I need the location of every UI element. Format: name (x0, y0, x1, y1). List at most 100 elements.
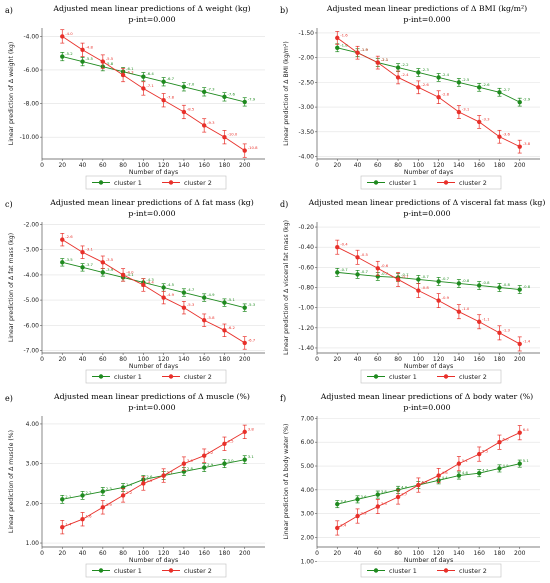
panel-letter: f) (280, 394, 286, 403)
panel-letter: d) (280, 200, 288, 209)
data-point (141, 481, 146, 486)
y-axis-label: Linear prediction of Δ fat mass (kg) (8, 233, 15, 342)
data-label: 2.4 (126, 482, 133, 487)
x-tick-label: 80 (394, 550, 402, 557)
x-tick-label: 0 (40, 550, 44, 557)
data-label: -4.3 (146, 277, 154, 282)
data-point (201, 318, 207, 323)
x-tick-label: 20 (333, 550, 341, 557)
y-tick-label: 7.00 (301, 415, 315, 422)
data-label: -0.7 (340, 267, 348, 272)
data-point (181, 109, 187, 115)
data-label: -3.1 (86, 247, 94, 252)
data-label: -3.5 (65, 257, 73, 262)
chart-title: Adjusted mean linear predictions of Δ bo… (320, 392, 533, 401)
data-label: -5.3 (248, 302, 256, 307)
legend-marker (168, 374, 174, 379)
x-tick-label: 20 (58, 550, 66, 557)
data-label: -1.3 (502, 327, 510, 332)
data-point (181, 84, 187, 89)
data-label: -1.1 (482, 316, 490, 321)
data-label: -0.8 (523, 284, 531, 289)
x-tick-label: 20 (58, 162, 66, 169)
x-tick-label: 0 (40, 162, 44, 169)
x-tick-label: 40 (79, 162, 87, 169)
data-label: 3.0 (187, 458, 194, 463)
data-point (60, 237, 65, 242)
data-point (476, 319, 482, 324)
y-tick-label: 3.00 (26, 461, 40, 468)
data-label: -0.8 (462, 278, 470, 283)
data-point (476, 470, 482, 476)
data-point (335, 270, 340, 275)
data-point (222, 94, 227, 100)
x-tick-label: 180 (494, 550, 506, 557)
data-label: -2.5 (462, 77, 470, 82)
y-tick-label: -0.80 (298, 285, 314, 292)
data-point (80, 493, 85, 498)
data-point (375, 504, 381, 509)
data-point (242, 457, 247, 462)
x-tick-label: 40 (79, 550, 87, 557)
data-label: 2.9 (207, 462, 214, 467)
data-point (497, 90, 502, 95)
y-tick-label: 3.00 (301, 511, 315, 518)
y-tick-label: -3.50 (298, 129, 314, 136)
data-label: -3.6 (502, 131, 510, 136)
data-label: -0.5 (361, 252, 369, 257)
y-tick-label: -6.00 (23, 322, 39, 329)
legend: cluster 1 cluster 2 (85, 175, 227, 190)
x-tick-label: 120 (433, 162, 445, 169)
data-point (355, 50, 360, 55)
data-point (497, 466, 502, 471)
y-tick-label: 1.00 (26, 540, 40, 547)
x-tick-label: 60 (374, 550, 382, 557)
data-point (242, 305, 247, 310)
data-label: -3.7 (86, 262, 94, 267)
data-point (416, 70, 421, 75)
data-label: -4.5 (167, 282, 175, 287)
legend-label: cluster 2 (184, 373, 212, 381)
chart-title: Adjusted mean linear predictions of Δ fa… (49, 198, 254, 207)
data-label: -0.8 (421, 285, 429, 290)
x-tick-label: 120 (158, 356, 170, 363)
data-label: -0.7 (442, 276, 450, 281)
y-tick-label: -8.00 (23, 101, 39, 108)
x-tick-label: 60 (99, 550, 107, 557)
y-tick-label: 4.00 (26, 421, 40, 428)
data-point (456, 80, 462, 85)
x-axis-label: Number of days (129, 557, 178, 564)
legend-marker (168, 568, 174, 573)
data-point (416, 288, 421, 293)
y-tick-label: -1.40 (298, 345, 314, 352)
data-label: -4.8 (86, 44, 94, 49)
data-point (100, 270, 106, 275)
y-tick-label: -1.20 (298, 325, 314, 332)
data-label: -1.0 (462, 306, 470, 311)
data-label: 3.7 (401, 491, 408, 496)
x-axis-label: Number of days (404, 363, 453, 370)
legend-label: cluster 1 (389, 373, 417, 381)
chart-panel-3: c) Adjusted mean linear predictions of Δ … (0, 194, 275, 388)
x-tick-label: 200 (514, 162, 526, 169)
series-line (337, 463, 520, 505)
data-label: -7.8 (167, 95, 175, 100)
data-point (476, 283, 482, 288)
data-label: -5.1 (227, 297, 235, 302)
series-2: -0.4 -0.5 -0.6 -0.7 -0.8 -0.9 -1.0 -1.1 -1.3 -1.4 (335, 239, 531, 352)
data-point (181, 461, 187, 466)
data-point (141, 86, 146, 91)
y-axis-label: Linear prediction of Δ BMI (kg/m²) (283, 41, 290, 146)
data-label: -7.0 (187, 81, 195, 86)
panel-letter: e) (5, 394, 13, 403)
data-label: -7.6 (227, 91, 235, 96)
data-point (395, 494, 401, 500)
data-point (100, 59, 106, 64)
data-label: -0.8 (502, 282, 510, 287)
x-tick-label: 40 (354, 356, 362, 363)
chart-title: Adjusted mean linear predictions of Δ vi… (308, 198, 546, 207)
data-point (476, 451, 482, 457)
data-point (201, 123, 207, 128)
legend-marker (443, 374, 449, 379)
legend-label: cluster 1 (114, 567, 142, 575)
